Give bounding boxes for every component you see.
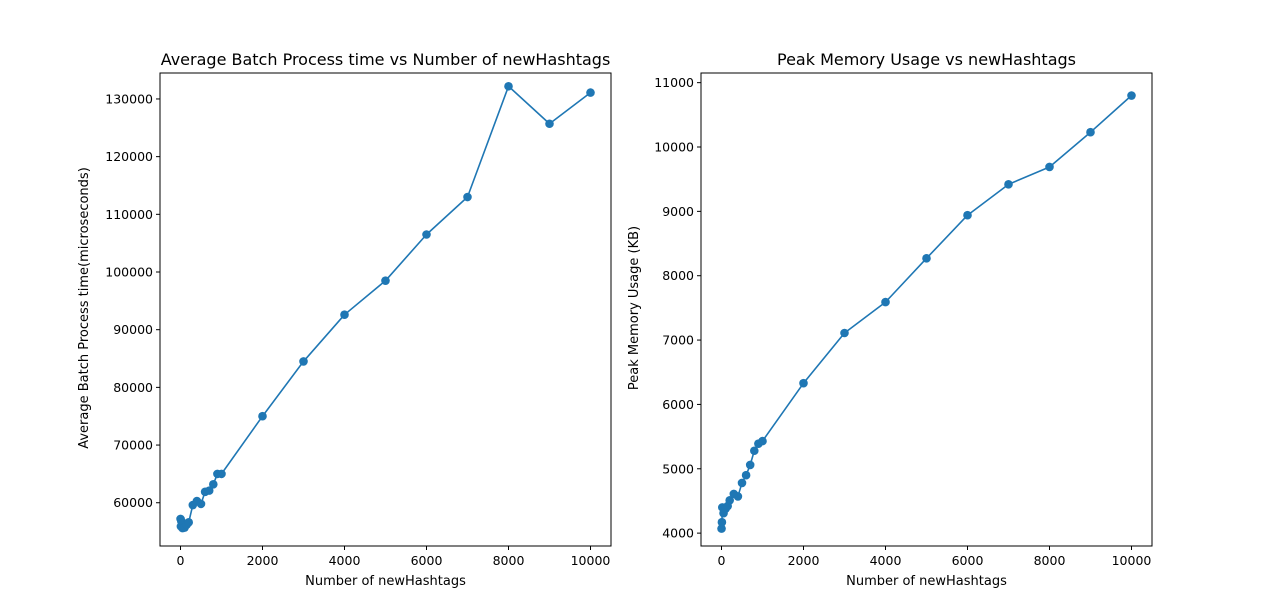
x-tick-label: 0 [177,553,185,568]
series-line [179,85,591,529]
data-point [586,88,595,97]
data-point [217,469,226,479]
data-point [741,470,751,480]
y-tick-label: 80000 [113,380,153,395]
data-point [733,492,743,501]
data-point [758,436,767,446]
data-point [1127,91,1136,100]
y-tick-label: 4000 [662,526,694,541]
y-tick-label: 9000 [662,204,694,219]
data-point [717,524,726,533]
x-tick-label: 6000 [411,553,443,568]
data-point [209,479,218,489]
y-tick-label: 130000 [105,91,153,106]
data-point [504,81,513,91]
data-point [463,192,472,202]
x-tick-label: 2000 [788,553,820,568]
data-point [717,517,727,527]
data-point [1045,162,1054,172]
y-tick-label: 10000 [654,140,694,155]
chart-title: Average Batch Process time vs Number of … [161,50,611,69]
y-tick-label: 11000 [654,75,694,90]
y-tick-label: 60000 [113,495,153,510]
data-point [381,276,390,285]
x-axis-label: Number of newHashtags [305,574,466,589]
x-tick-label: 10000 [1112,553,1152,568]
data-point [840,328,849,338]
data-point [204,486,214,495]
x-tick-label: 4000 [329,553,361,568]
y-axis-label: Peak Memory Usage (KB) [627,226,642,390]
y-tick-label: 7000 [662,333,694,348]
data-point [750,446,759,456]
data-point [422,230,431,239]
data-point [1086,127,1095,137]
series-line [720,94,1133,529]
chart-batch-time: Average Batch Process time vs Number of … [77,50,612,589]
y-tick-label: 110000 [105,207,153,222]
plot-frame [700,72,1153,547]
data-point [196,499,206,509]
x-axis-label: Number of newHashtags [846,574,1007,589]
y-tick-label: 120000 [105,149,153,164]
data-point [545,119,554,129]
data-point [1004,180,1013,189]
chart-peak-memory: Peak Memory Usage vs newHashtags Number … [627,50,1153,589]
x-tick-label: 10000 [571,553,611,568]
data-point [184,518,193,527]
data-point [299,357,308,366]
data-point [963,210,972,220]
x-tick-label: 2000 [247,553,279,568]
y-tick-label: 90000 [113,322,153,337]
x-tick-label: 8000 [1034,553,1066,568]
data-point [258,411,267,421]
x-tick-label: 4000 [870,553,902,568]
plot-frame [159,72,612,547]
y-tick-label: 8000 [662,268,694,283]
data-point [340,310,349,319]
data-point [737,478,747,488]
data-point [799,378,808,388]
x-tick-label: 8000 [493,553,525,568]
x-tick-label: 0 [718,553,726,568]
data-point [725,496,734,505]
y-tick-label: 6000 [662,397,694,412]
y-axis-label: Average Batch Process time(microseconds) [77,167,92,449]
data-point [881,297,890,307]
y-tick-label: 100000 [105,265,153,280]
data-point [922,254,931,263]
y-tick-label: 70000 [113,438,153,453]
chart-title: Peak Memory Usage vs newHashtags [777,50,1076,69]
y-tick-label: 5000 [662,461,694,476]
data-point [745,460,755,470]
x-tick-label: 6000 [952,553,984,568]
